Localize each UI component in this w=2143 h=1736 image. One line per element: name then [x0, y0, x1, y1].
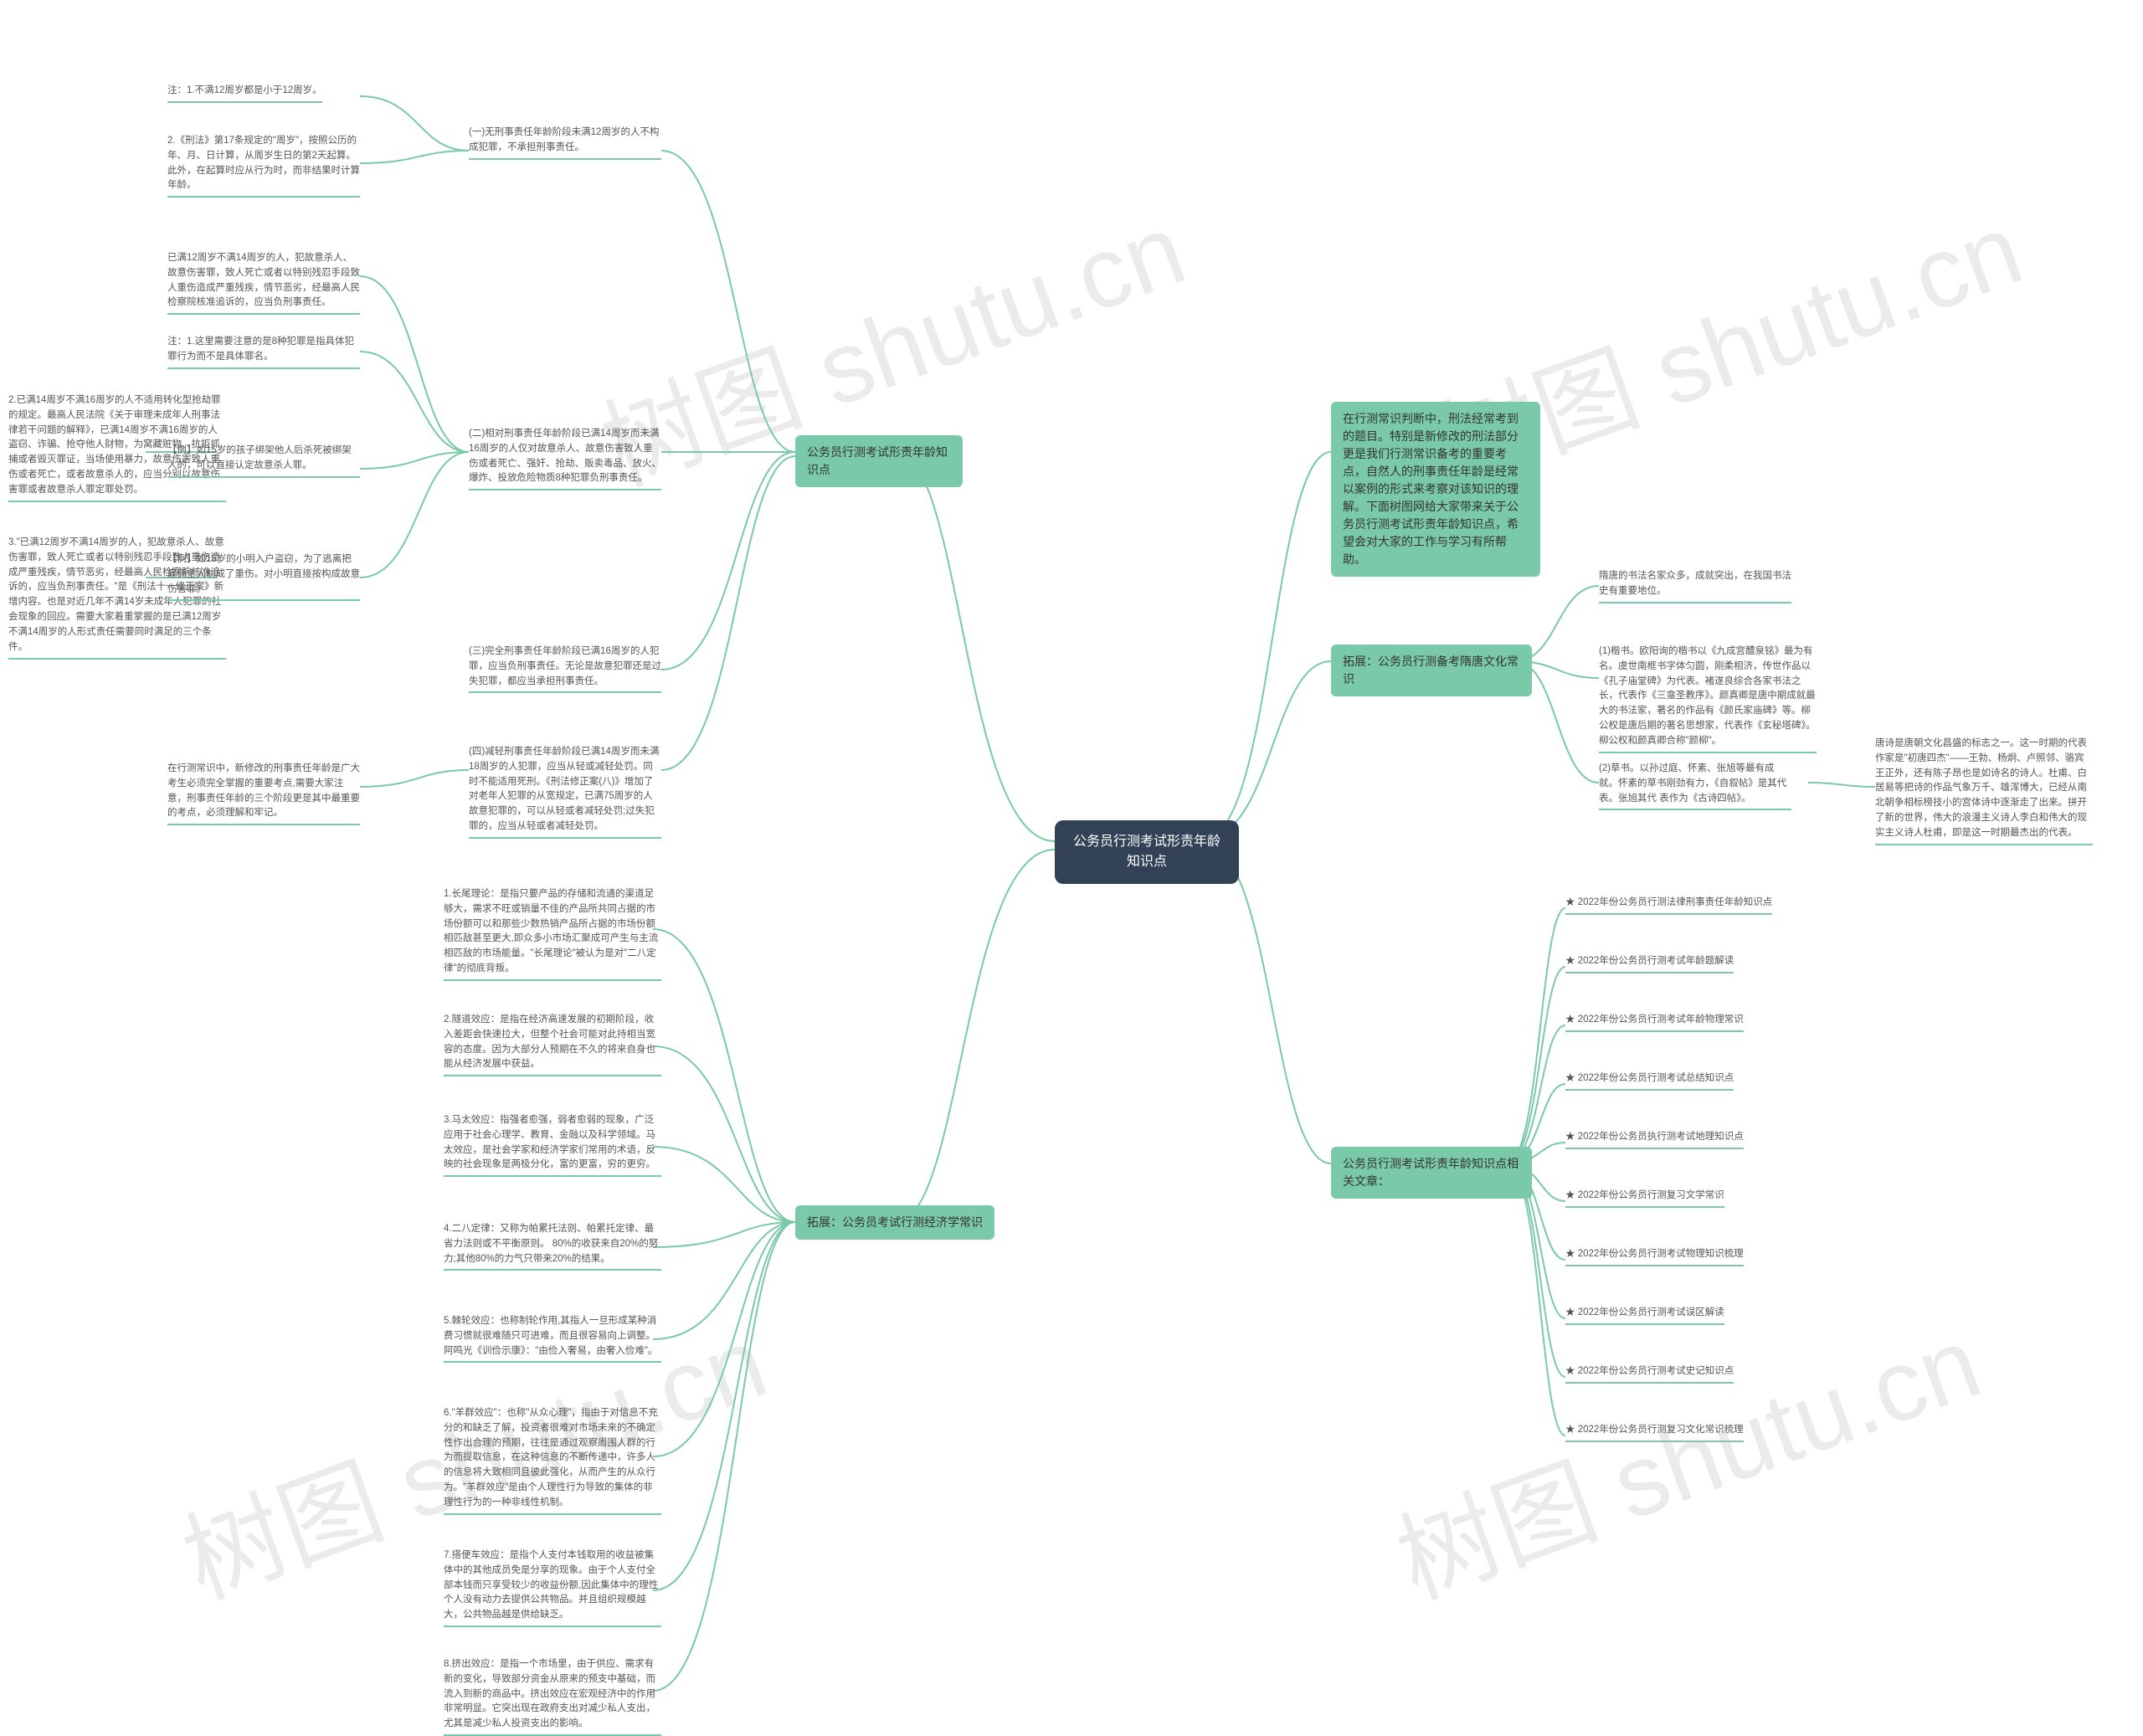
leaf-node: 2.隧道效应：是指在经济高速发展的初期阶段，收入差距会快速拉大，但整个社会可能对… [444, 1013, 661, 1076]
leaf-node: 7.搭便车效应：是指个人支付本钱取用的收益被集体中的其他成员免是分享的现象。由于… [444, 1549, 661, 1627]
leaf-node: 3.马太效应：指强者愈强，弱者愈弱的现象，广泛应用于社会心理学、教育、金融以及科… [444, 1113, 661, 1177]
branch-b5: 拓展：公务员考试行测经济学常识 [795, 1205, 994, 1240]
leaf-node: (二)相对刑事责任年龄阶段已满14周岁而未满16周岁的人仅对故意杀人、故意伤害致… [469, 427, 661, 490]
leaf-node: 5.棘轮效应：也称制轮作用,其指人一旦形成某种消费习惯就很难随只可进难，而且很容… [444, 1314, 661, 1363]
article-link: ★ 2022年份公务员行测考试误区解读 [1565, 1306, 1724, 1325]
branch-b2: 在行测常识判断中，刑法经常考到的题目。特别是新修改的刑法部分更是我们行测常识备考… [1331, 402, 1540, 577]
leaf-node: 2.《刑法》第17条规定的"周岁"，按照公历的年、月、日计算，从周岁生日的第2天… [167, 134, 360, 198]
article-link: ★ 2022年份公务员行测考试物理知识梳理 [1565, 1247, 1744, 1266]
leaf-node: 注：1.不满12周岁都是小于12周岁。 [167, 84, 322, 103]
leaf-node: 注：1.这里需要注意的是8种犯罪是指具体犯罪行为而不是具体罪名。 [167, 335, 360, 369]
leaf-node: 4.二八定律：又称为帕累托法则、帕累托定律、最省力法则或不平衡原则。 80%的收… [444, 1222, 661, 1271]
article-link: ★ 2022年份公务员行测法律刑事责任年龄知识点 [1565, 896, 1772, 915]
leaf-node: 隋唐的书法名家众多，成就突出，在我国书法史有重要地位。 [1599, 569, 1791, 603]
leaf-node: 6."羊群效应"：也称"从众心理"，指由于对信息不充分的和缺乏了解，投资者很难对… [444, 1406, 661, 1515]
leaf-node: 【例】如15岁的小明入户盗窃，为了逃离把雇佣主人制成了重伤。对小明直接按构成故意… [167, 552, 360, 601]
leaf-node: (1)楷书。欧阳询的楷书以《九成宫醴泉铭》最为有名。虞世南框书字体匀圆，刚柔相济… [1599, 645, 1817, 753]
leaf-node: (四)减轻刑事责任年龄阶段已满14周岁而未满18周岁的人犯罪，应当从轻或减轻处罚… [469, 745, 661, 839]
branch-b4: 公务员行测考试形责年龄知识点相关文章： [1331, 1147, 1532, 1199]
article-link: ★ 2022年份公务员行测复习文学常识 [1565, 1189, 1724, 1208]
watermark: 树图 shutu.cn [1375, 1281, 1997, 1626]
leaf-node: 【例】如15岁的孩子绑架他人后杀死被绑架人的，可以直接认定故意杀人罪。 [167, 444, 360, 478]
article-link: ★ 2022年份公务员行测考试年龄题解读 [1565, 954, 1734, 973]
leaf-node: 1.长尾理论：是指只要产品的存储和流通的渠道足够大，需求不旺或销量不佳的产品所共… [444, 887, 661, 981]
article-link: ★ 2022年份公务员行测考试史记知识点 [1565, 1364, 1734, 1384]
center-node: 公务员行测考试形责年龄知识点 [1055, 820, 1239, 884]
article-link: ★ 2022年份公务员行测考试年龄物理常识 [1565, 1013, 1744, 1032]
leaf-node: (2)草书。以孙过庭、怀素、张旭等最有成就。怀素的草书刚劲有力，《自叙帖》是其代… [1599, 762, 1791, 810]
leaf-node: 8.挤出效应：是指一个市场里，由于供应、需求有新的变化，导致部分资金从原来的预支… [444, 1657, 661, 1736]
branch-b1: 公务员行测考试形责年龄知识点 [795, 435, 963, 487]
article-link: ★ 2022年份公务员执行测考试地理知识点 [1565, 1130, 1744, 1149]
leaf-node: (三)完全刑事责任年龄阶段已满16周岁的人犯罪，应当负刑事责任。无论是故意犯罪还… [469, 645, 661, 693]
article-link: ★ 2022年份公务员行测考试总结知识点 [1565, 1071, 1734, 1091]
leaf-node: 在行测常识中，新修改的刑事责任年龄是广大考生必须完全掌握的重要考点,需要大家注意… [167, 762, 360, 825]
leaf-node: (一)无刑事责任年龄阶段未满12周岁的人不构成犯罪，不承担刑事责任。 [469, 126, 661, 160]
article-link: ★ 2022年份公务员行测复习文化常识梳理 [1565, 1423, 1744, 1442]
leaf-node: 唐诗是唐朝文化昌盛的标志之一。这一时期的代表作家是"初唐四杰"——王勃、杨炯、卢… [1875, 737, 2093, 845]
leaf-node: 已满12周岁不满14周岁的人，犯故意杀人、故意伤害罪，致人死亡或者以特别残忍手段… [167, 251, 360, 315]
branch-b3: 拓展：公务员行测备考隋唐文化常识 [1331, 645, 1532, 696]
